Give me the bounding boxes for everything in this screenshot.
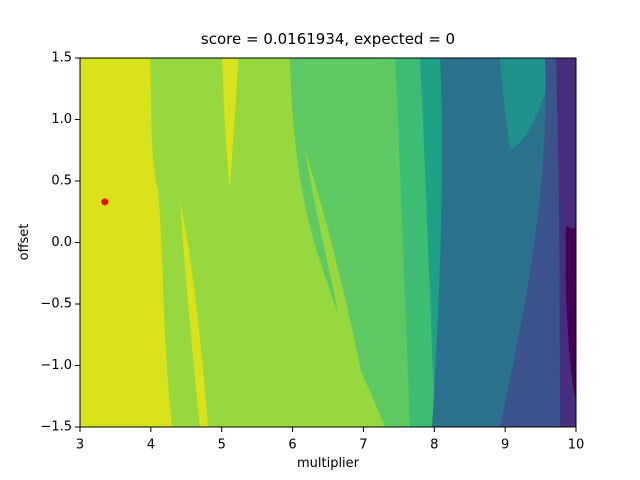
x-tick-label: 5 xyxy=(218,438,226,453)
x-tick-label: 3 xyxy=(76,438,84,453)
y-tick-label: 1.0 xyxy=(51,112,72,127)
x-tick-label: 4 xyxy=(147,438,155,453)
x-tick-label: 8 xyxy=(430,438,438,453)
y-tick-label: 0.5 xyxy=(51,174,72,189)
x-tick-label: 9 xyxy=(501,438,509,453)
y-tick-label: −1.0 xyxy=(40,358,72,373)
x-axis-label: multiplier xyxy=(297,456,360,471)
x-tick-label: 7 xyxy=(359,438,367,453)
contour-fill xyxy=(80,58,576,427)
chart-title: score = 0.0161934, expected = 0 xyxy=(201,30,455,48)
point xyxy=(101,198,109,206)
y-tick-label: 1.5 xyxy=(51,51,72,66)
y-tick-label: −0.5 xyxy=(40,297,72,312)
x-tick-label: 6 xyxy=(288,438,296,453)
y-axis-label: offset xyxy=(17,224,32,261)
y-tick-label: −1.5 xyxy=(40,420,72,435)
y-tick-label: 0.0 xyxy=(51,235,72,250)
x-tick-label: 10 xyxy=(568,438,585,453)
